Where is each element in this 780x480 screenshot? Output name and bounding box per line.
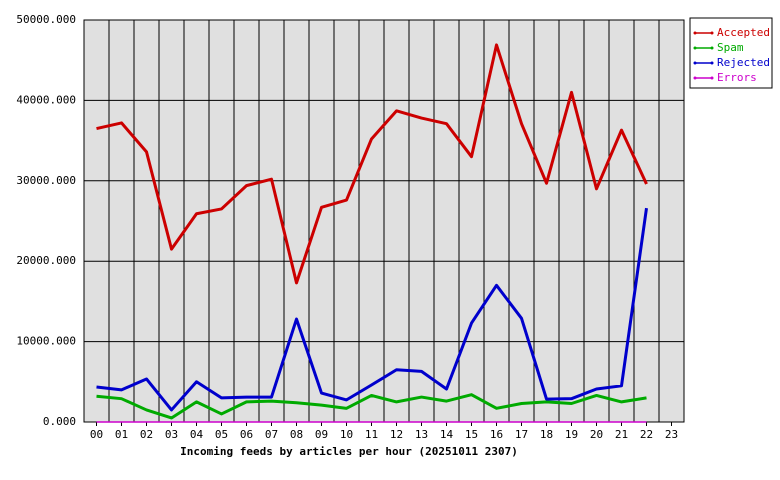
series-line xyxy=(96,207,648,412)
x-tick-label: 16 xyxy=(490,428,503,441)
x-tick-label: 07 xyxy=(265,428,278,441)
x-tick-label: 09 xyxy=(315,428,328,441)
x-tick-label: 02 xyxy=(140,428,153,441)
x-tick-label: 13 xyxy=(415,428,428,441)
legend-swatch-dot xyxy=(693,31,697,35)
series-line xyxy=(96,393,647,420)
legend-swatch-dot xyxy=(693,76,697,80)
y-tick-label: 10000.000 xyxy=(16,335,76,348)
x-axis-label: Incoming feeds by articles per hour (202… xyxy=(180,445,518,458)
y-tick-label: 30000.000 xyxy=(16,174,76,187)
y-tick-label: 20000.000 xyxy=(16,254,76,267)
legend-label: Spam xyxy=(717,41,744,54)
legend-label: Errors xyxy=(717,71,757,84)
legend-swatch-dot xyxy=(710,61,714,65)
x-tick-label: 05 xyxy=(215,428,228,441)
legend-swatch-dot xyxy=(710,76,714,80)
x-tick-label: 17 xyxy=(515,428,528,441)
legend-label: Accepted xyxy=(717,26,770,39)
x-tick-label: 08 xyxy=(290,428,303,441)
x-tick-label: 21 xyxy=(615,428,628,441)
series-line xyxy=(96,43,648,285)
x-tick-label: 10 xyxy=(340,428,353,441)
legend-label: Rejected xyxy=(717,56,770,69)
x-tick-label: 23 xyxy=(665,428,678,441)
x-tick-label: 20 xyxy=(590,428,603,441)
x-tick-label: 22 xyxy=(640,428,653,441)
x-tick-label: 04 xyxy=(190,428,204,441)
legend-box xyxy=(689,17,773,89)
x-tick-label: 00 xyxy=(90,428,103,441)
x-tick-label: 01 xyxy=(115,428,128,441)
x-tick-label: 06 xyxy=(240,428,253,441)
y-tick-label: 40000.000 xyxy=(16,93,76,106)
x-tick-label: 11 xyxy=(365,428,378,441)
legend-swatch-dot xyxy=(693,46,697,50)
x-tick-label: 15 xyxy=(465,428,478,441)
x-tick-label: 12 xyxy=(390,428,403,441)
legend-swatch-dot xyxy=(710,46,714,50)
x-tick-label: 03 xyxy=(165,428,178,441)
y-tick-label: 0.000 xyxy=(43,415,76,428)
y-tick-label: 50000.000 xyxy=(16,13,76,26)
x-tick-label: 19 xyxy=(565,428,578,441)
legend-swatch-dot xyxy=(693,61,697,65)
x-tick-label: 18 xyxy=(540,428,553,441)
x-tick-label: 14 xyxy=(440,428,454,441)
legend-swatch-dot xyxy=(710,31,714,35)
